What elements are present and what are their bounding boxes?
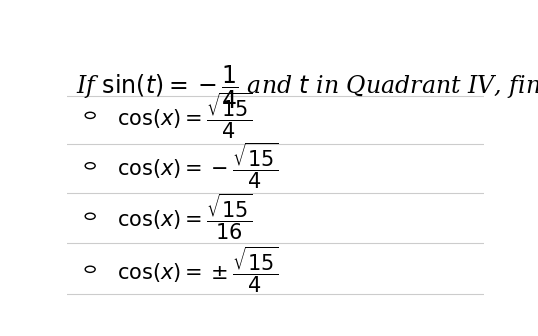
Text: $\cos(x) = \pm\dfrac{\sqrt{15}}{4}$: $\cos(x) = \pm\dfrac{\sqrt{15}}{4}$ — [117, 244, 279, 295]
Text: $\cos(x) = \dfrac{\sqrt{15}}{16}$: $\cos(x) = \dfrac{\sqrt{15}}{16}$ — [117, 191, 253, 242]
Text: $\cos(x) = \dfrac{\sqrt{15}}{4}$: $\cos(x) = \dfrac{\sqrt{15}}{4}$ — [117, 90, 253, 141]
Text: If $\sin(t) = -\dfrac{1}{4}$ and $t$ in Quadrant IV, find $\cos(t)$: If $\sin(t) = -\dfrac{1}{4}$ and $t$ in … — [75, 64, 538, 111]
Text: $\cos(x) = -\dfrac{\sqrt{15}}{4}$: $\cos(x) = -\dfrac{\sqrt{15}}{4}$ — [117, 140, 279, 191]
